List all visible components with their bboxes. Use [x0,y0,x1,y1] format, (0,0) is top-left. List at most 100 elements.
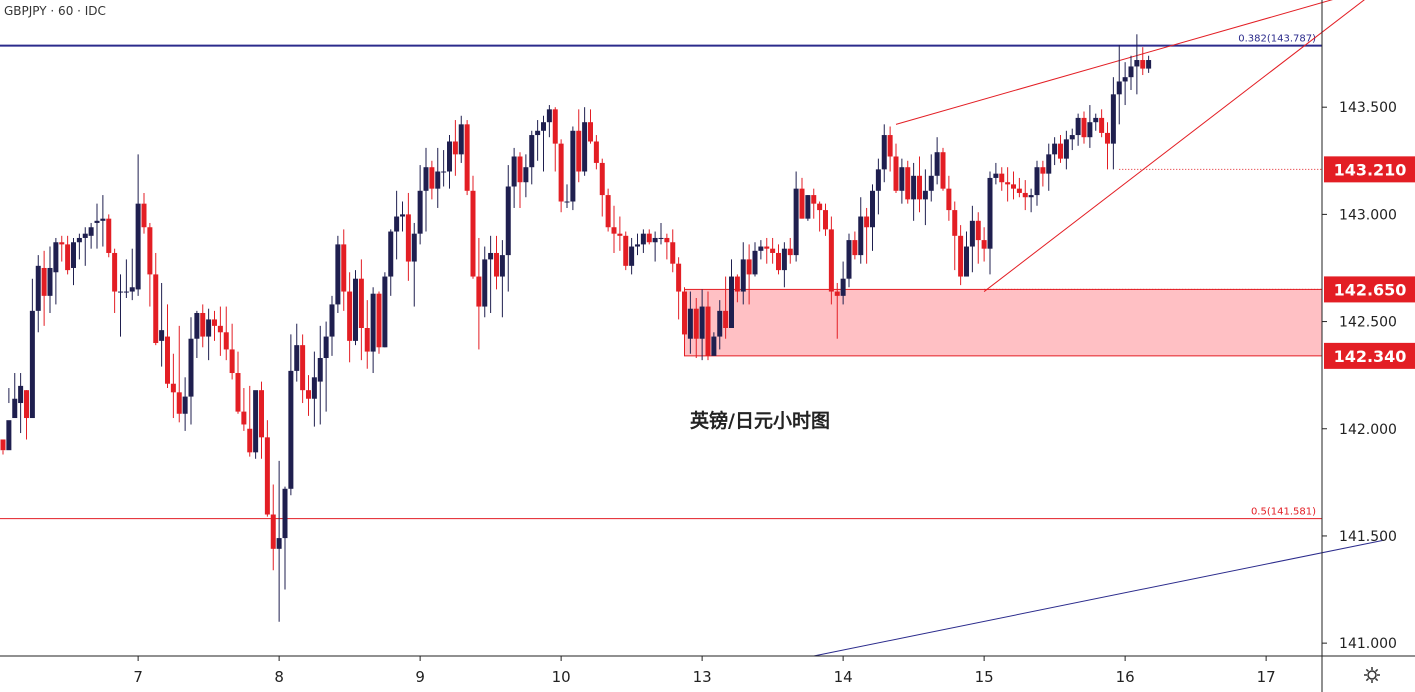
candle-body [1140,60,1146,69]
candle-body [65,244,71,271]
candle-body [176,392,182,414]
candle-body [934,152,940,176]
candle-body [494,252,499,277]
price-tag-label: 142.340 [1334,347,1407,366]
candle-body [799,188,805,219]
candle-body [370,293,376,352]
candle-body [682,291,687,335]
candle-body [505,186,511,256]
symbol-label: GBPJPY · 60 · IDC [4,4,106,18]
candle-body [12,398,18,419]
candle-body [629,246,635,266]
candle-body [94,220,100,223]
candle-body [311,377,317,399]
candle-body [893,156,899,191]
candle-body [135,203,141,290]
candle-body [71,242,76,268]
candle-body [752,250,758,275]
candle-body [1146,60,1152,69]
candle-body [452,141,458,155]
candle-body [423,167,429,191]
candle-body [288,370,294,489]
candle-body [658,237,664,239]
candle-body [194,312,200,339]
price-tag [1324,156,1415,183]
candle-body [523,167,529,183]
candle-body [147,227,153,275]
candle-body [300,345,306,391]
candle-body [200,312,206,337]
candle-body [41,267,47,296]
candle-body [858,216,864,256]
candle-body [223,332,229,350]
candle-body [353,278,358,341]
candle-body [364,328,370,352]
candle-body [1034,167,1040,196]
candle-body [347,291,353,341]
x-tick-label: 14 [834,668,853,686]
candle-body [593,141,599,163]
candle-body [541,122,546,131]
y-tick-label: 143.500 [1339,100,1397,116]
candle-body [118,291,123,293]
candle-body [335,244,341,305]
candle-body [770,248,776,253]
candle-body [570,130,576,202]
candle-body [952,210,958,236]
candle-body [76,237,82,243]
candle-body [476,276,482,307]
x-tick-label: 8 [274,668,284,686]
fib-level-label: 0.382(143.787) [1238,34,1316,45]
candle-body [1046,154,1052,174]
candle-body [188,338,194,397]
candle-body [170,383,176,393]
candle-body [535,130,541,136]
candle-body [1110,94,1116,144]
candle-body [306,390,311,399]
candle-body [817,203,823,211]
candle-body [911,175,917,200]
candle-body [53,242,59,273]
candle-body [723,310,729,328]
gear-icon[interactable] [1364,667,1380,683]
candle-body [699,306,705,339]
candle-body [382,276,388,348]
price-tag-label: 142.650 [1334,280,1407,299]
candle-body [576,130,582,172]
candle-body [623,235,629,266]
candle-body [59,242,65,245]
candle-body [711,336,717,356]
candle-body [323,336,329,359]
candle-body [217,325,223,333]
candle-body [740,259,746,292]
candle-body [47,267,53,296]
candle-body [564,201,570,203]
candle-body [805,195,811,219]
candle-body [358,278,364,328]
x-tick-label: 15 [975,668,994,686]
candle-body [1134,60,1140,67]
candle-body [828,229,834,292]
candle-body [823,210,828,230]
candle-body [764,246,770,249]
candle-body [411,233,417,262]
candle-body [793,188,799,256]
candle-body [987,177,993,249]
candle-body [887,135,893,157]
candle-body [1052,143,1058,155]
candle-body [664,237,670,243]
y-tick-label: 142.500 [1339,315,1397,331]
x-tick-label: 9 [415,668,425,686]
price-tag [1324,276,1415,303]
candle-body [388,231,394,277]
candle-body [394,216,400,232]
candle-body [82,233,88,238]
candle-body [875,169,881,191]
trendline [813,539,1384,657]
candle-body [852,240,858,256]
candle-body [253,390,259,453]
candle-body [376,293,382,348]
candle-body [652,237,658,243]
candle-body [928,175,934,191]
